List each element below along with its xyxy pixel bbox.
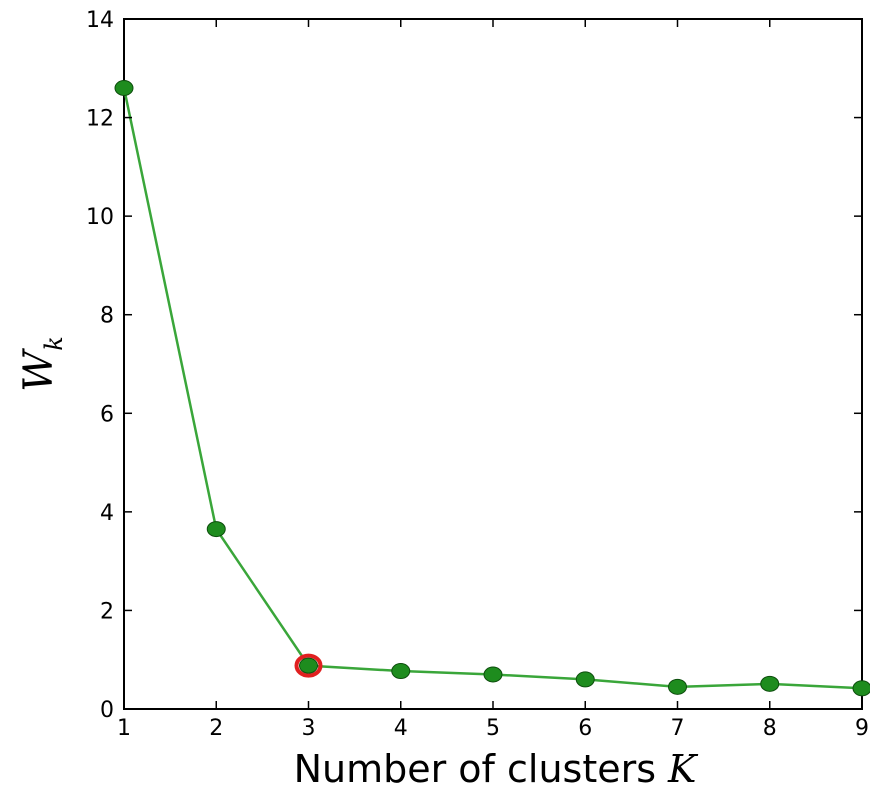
data-point <box>391 663 411 680</box>
plot-area <box>114 18 870 710</box>
series-line <box>122 87 863 690</box>
data-point <box>760 675 780 692</box>
y-tick-label: 12 <box>86 107 114 132</box>
y-axis-title-text: W <box>16 348 62 392</box>
y-axis-title: Wk <box>16 336 68 392</box>
x-tick-label: 4 <box>394 716 408 741</box>
data-point <box>114 80 134 96</box>
axes-frame <box>123 18 863 710</box>
data-point <box>206 521 226 538</box>
y-axis-title-sub: k <box>40 336 68 351</box>
x-axis-title-var: K <box>667 747 699 790</box>
x-axis-ticks: 1 2 3 4 5 6 7 8 9 <box>117 19 869 741</box>
x-tick-label: 9 <box>855 716 869 741</box>
highlight-ring <box>294 653 323 678</box>
y-axis-ticks: 0 2 4 6 8 10 12 14 <box>86 8 862 723</box>
x-axis-title-text: Number of clusters <box>294 747 656 790</box>
y-tick-label: 8 <box>100 304 114 329</box>
y-tick-label: 0 <box>100 698 114 723</box>
y-tick-label: 2 <box>100 599 114 624</box>
x-tick-label: 1 <box>117 716 131 741</box>
y-tick-label: 6 <box>100 402 114 427</box>
x-tick-label: 5 <box>486 716 500 741</box>
data-point <box>668 678 687 695</box>
x-tick-label: 3 <box>302 716 316 741</box>
y-tick-label: 14 <box>86 8 114 33</box>
data-point <box>483 666 503 683</box>
y-tick-label: 10 <box>86 205 114 230</box>
data-point <box>575 671 595 688</box>
x-tick-label: 2 <box>209 716 223 741</box>
y-tick-label: 4 <box>100 501 114 526</box>
x-tick-label: 6 <box>578 716 592 741</box>
x-tick-label: 8 <box>763 716 777 741</box>
data-point <box>852 680 870 697</box>
x-axis-title: Number of clusters K <box>294 747 699 790</box>
x-tick-label: 7 <box>671 716 685 741</box>
data-point <box>299 657 318 674</box>
